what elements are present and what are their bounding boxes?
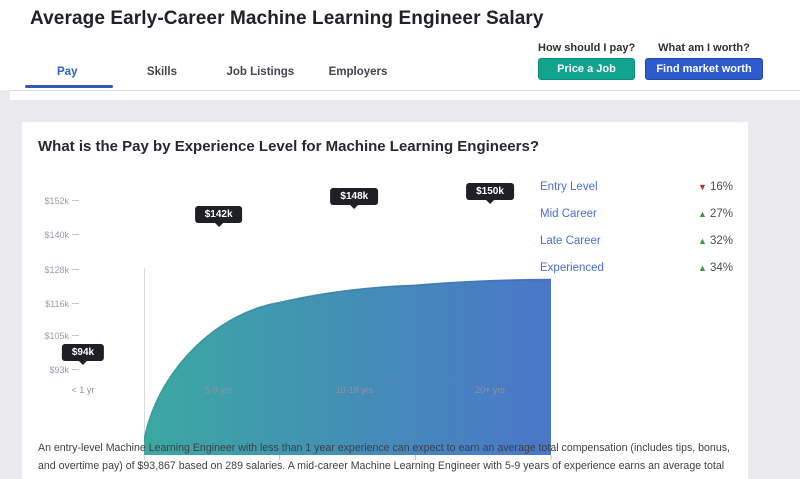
y-axis-tick: $116k	[27, 299, 79, 309]
salary-point-tooltip: $94k	[62, 344, 104, 361]
find-market-worth-button[interactable]: Find market worth	[645, 58, 763, 80]
y-axis-tick: $93k	[27, 365, 79, 375]
salary-point-tooltip: $142k	[195, 206, 243, 223]
find-worth-group: What am I worth? Find market worth	[645, 42, 763, 80]
header-corner-cutout	[0, 90, 10, 100]
price-a-job-group: How should I pay? Price a Job	[538, 42, 635, 80]
trend-value: ▲34%	[698, 262, 733, 274]
y-axis-tick: $105k	[27, 331, 79, 341]
area-chart-svg	[144, 268, 553, 468]
page-title: Average Early-Career Machine Learning En…	[30, 8, 544, 30]
pay-by-experience-card: What is the Pay by Experience Level for …	[22, 122, 748, 479]
tab-bar: Pay Skills Job Listings Employers	[57, 62, 387, 86]
trend-row: Late Career ▲32%	[540, 231, 733, 258]
x-axis-tick: < 1 yr	[48, 385, 118, 395]
description-line-1: An entry-level Machine Learning Engineer…	[38, 439, 744, 457]
trend-label-link[interactable]: Experienced	[540, 262, 604, 274]
trend-row: Entry Level ▼16%	[540, 177, 733, 204]
trend-up-arrow-icon: ▲	[698, 263, 707, 273]
pay-question-label: How should I pay?	[538, 42, 635, 54]
trend-label-link[interactable]: Entry Level	[540, 181, 598, 193]
x-axis-tick: 20+ yrs	[455, 385, 525, 395]
worth-question-label: What am I worth?	[645, 42, 763, 54]
header-divider	[10, 90, 800, 91]
page-header: Average Early-Career Machine Learning En…	[0, 0, 800, 100]
trend-label-link[interactable]: Mid Career	[540, 208, 597, 220]
description-line-2: and overtime pay) of $93,867 based on 28…	[38, 457, 744, 475]
trend-row: Experienced ▲34%	[540, 258, 733, 285]
salary-point-tooltip: $148k	[330, 188, 378, 205]
chart-title: What is the Pay by Experience Level for …	[38, 138, 539, 155]
tab-job-listings[interactable]: Job Listings	[226, 66, 294, 78]
active-tab-underline	[25, 85, 113, 88]
salary-description: An entry-level Machine Learning Engineer…	[38, 439, 744, 479]
y-axis-tick: $152k	[27, 196, 79, 206]
tab-employers[interactable]: Employers	[329, 66, 388, 78]
trend-up-arrow-icon: ▲	[698, 209, 707, 219]
trend-down-arrow-icon: ▼	[698, 182, 707, 192]
tab-pay[interactable]: Pay	[57, 66, 77, 78]
salary-point-tooltip: $150k	[466, 183, 514, 200]
trend-up-arrow-icon: ▲	[698, 236, 707, 246]
y-axis-tick: $140k	[27, 230, 79, 240]
trend-value: ▼16%	[698, 181, 733, 193]
x-axis-tick: 10-19 yrs	[319, 385, 389, 395]
trend-value: ▲27%	[698, 208, 733, 220]
trend-row: Mid Career ▲27%	[540, 204, 733, 231]
price-a-job-button[interactable]: Price a Job	[538, 58, 635, 80]
trend-legend: Entry Level ▼16% Mid Career ▲27% Late Career…	[540, 177, 733, 285]
tab-skills[interactable]: Skills	[147, 66, 177, 78]
y-axis-tick: $128k	[27, 265, 79, 275]
trend-label-link[interactable]: Late Career	[540, 235, 601, 247]
trend-value: ▲32%	[698, 235, 733, 247]
x-axis-tick: 5-9 yrs	[184, 385, 254, 395]
